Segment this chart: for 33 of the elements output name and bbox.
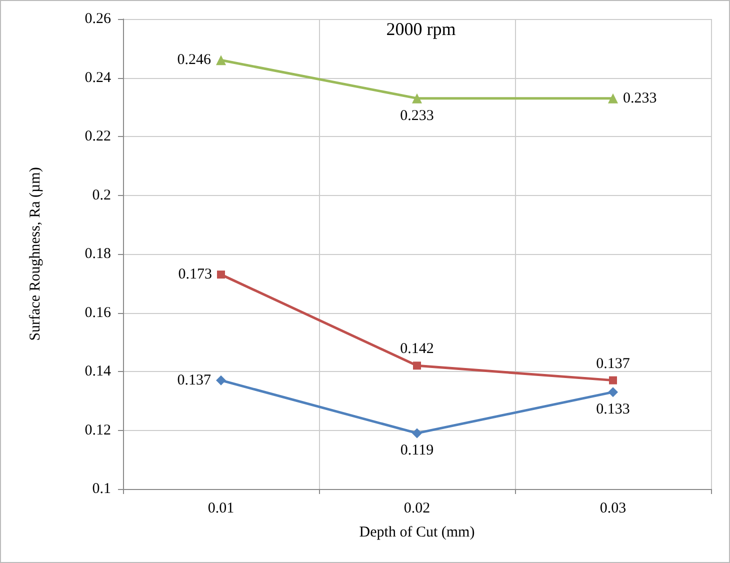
y-tick-label: 0.26 <box>84 11 112 27</box>
y-tick-label: 0.18 <box>84 246 111 262</box>
data-label: 0.137 <box>177 372 212 388</box>
y-tick-label: 0.14 <box>84 364 112 380</box>
x-tick-label: 0.01 <box>208 500 234 516</box>
y-tick-label: 0.2 <box>92 187 111 204</box>
point <box>412 93 422 104</box>
point <box>216 55 226 66</box>
point <box>216 375 226 386</box>
point <box>217 270 225 279</box>
point <box>608 93 618 104</box>
y-tick-label: 0.12 <box>84 422 111 438</box>
data-label: 0.233 <box>623 90 657 106</box>
data-label: 0.137 <box>596 356 630 372</box>
y-axis-title: Surface Roughness, Ra (µm) <box>28 167 44 341</box>
y-tick-label: 0.16 <box>84 304 112 321</box>
data-label: 0.246 <box>177 52 212 68</box>
chart-title: 2000 rpm <box>386 19 456 39</box>
data-label: 0.233 <box>400 108 434 124</box>
point <box>608 387 618 398</box>
y-tick-label: 0.22 <box>84 128 111 144</box>
data-label: 0.173 <box>178 266 212 283</box>
x-axis-title: Depth of Cut (mm) <box>359 524 475 540</box>
x-tick-label: 0.03 <box>600 500 626 516</box>
point <box>413 362 421 370</box>
x-tick-label: 0.02 <box>404 500 430 516</box>
y-tick-label: 0.24 <box>84 70 112 86</box>
data-label: 0.133 <box>596 402 630 418</box>
data-label: 0.119 <box>400 442 434 459</box>
point <box>609 376 617 384</box>
data-label: 0.142 <box>400 341 434 358</box>
point <box>412 428 422 438</box>
y-tick-label: 0.1 <box>92 481 111 497</box>
